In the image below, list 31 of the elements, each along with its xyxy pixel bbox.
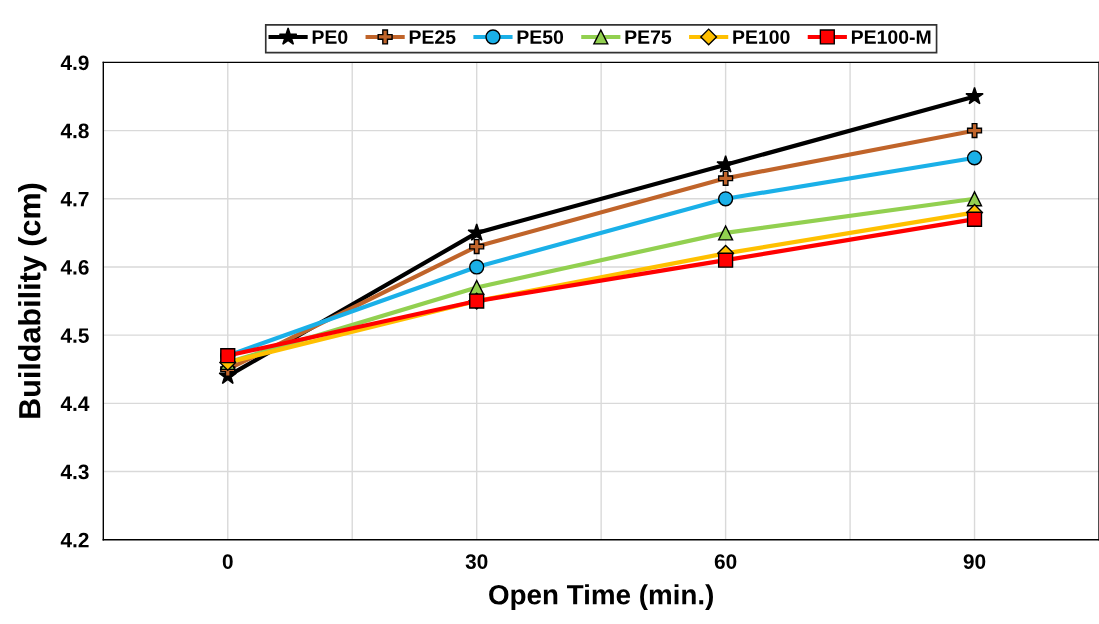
legend-label: PE100 bbox=[733, 30, 790, 44]
point bbox=[966, 211, 983, 227]
x-tick-label: 30 bbox=[465, 554, 488, 569]
legend-label: PE0 bbox=[312, 30, 348, 44]
y-tick-label: 4.3 bbox=[60, 464, 89, 480]
x-tick-label: 60 bbox=[714, 554, 737, 569]
point bbox=[717, 191, 734, 207]
point bbox=[717, 252, 734, 268]
x-axis-title: Open Time (min.) bbox=[489, 584, 713, 611]
y-tick-label: 4.8 bbox=[60, 123, 89, 139]
point bbox=[717, 225, 734, 241]
legend-label: PE50 bbox=[517, 30, 564, 44]
y-tick-label: 4.2 bbox=[60, 532, 89, 548]
y-tick-label: 4.4 bbox=[60, 396, 90, 411]
point bbox=[965, 86, 984, 105]
point bbox=[469, 238, 485, 255]
point bbox=[469, 259, 485, 275]
y-tick-label: 4.6 bbox=[60, 259, 89, 275]
y-tick-label: 4.9 bbox=[60, 55, 89, 71]
y-axis-title: Buildability (cm) bbox=[18, 183, 47, 418]
point bbox=[966, 150, 983, 166]
legend-label: PE75 bbox=[625, 30, 672, 44]
point bbox=[966, 191, 983, 207]
point bbox=[966, 122, 983, 139]
x-tick-label: 0 bbox=[222, 554, 233, 569]
point bbox=[717, 170, 734, 186]
y-tick-label: 4.5 bbox=[60, 328, 89, 343]
x-tick-label: 90 bbox=[963, 554, 986, 569]
legend-label: PE100-M bbox=[851, 30, 931, 44]
legend-label: PE25 bbox=[409, 30, 456, 44]
y-tick-label: 4.7 bbox=[60, 192, 89, 207]
